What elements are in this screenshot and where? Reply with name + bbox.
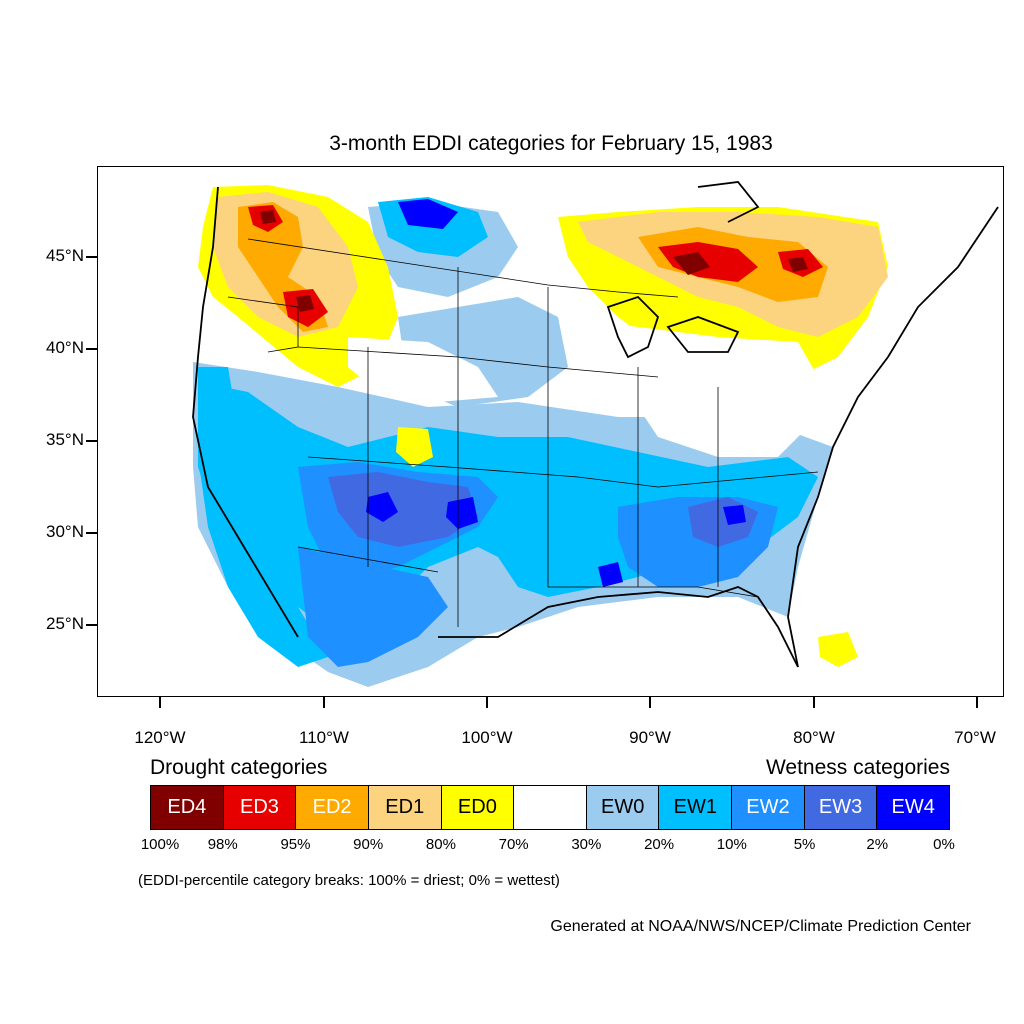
coastlines — [192, 181, 999, 668]
legend-break-label: 2% — [866, 836, 889, 853]
dark-red-spot-ne — [673, 252, 710, 275]
legend-cell-ew1: EW1 — [659, 786, 733, 829]
blue-spot-3 — [446, 497, 478, 529]
lat-label-35: 35°N — [46, 430, 84, 449]
legend-cell-ed4: ED4 — [151, 786, 224, 829]
lon-label-110: 110°W — [299, 728, 349, 747]
drought-regions — [198, 185, 888, 667]
legend-cell-ed0: ED0 — [441, 786, 515, 829]
great-lakes — [666, 316, 740, 353]
hudson-shore — [697, 181, 760, 223]
gulf-coast — [438, 586, 799, 668]
legend-cell-ed2: ED2 — [296, 786, 369, 829]
cyan-region-west — [198, 367, 328, 667]
lat-tick — [86, 440, 97, 442]
blue-spot-4 — [598, 562, 623, 587]
legend-break-label: 0% — [933, 836, 955, 853]
legend-cell-ed1: ED1 — [368, 786, 442, 829]
neutral-region-central — [568, 317, 818, 457]
legend-break-label: 5% — [793, 836, 816, 853]
legend-break-label: 95% — [280, 836, 311, 853]
eddi-map — [97, 166, 1004, 697]
legend-break-label: 80% — [425, 836, 456, 853]
legend-break-label: 30% — [571, 836, 602, 853]
dodgerblue-region-southwest — [298, 547, 448, 667]
wetness-regions — [193, 197, 833, 687]
state-boundaries — [227, 238, 819, 627]
blue-spot — [398, 199, 458, 229]
credit-line: Generated at NOAA/NWS/NCEP/Climate Predi… — [550, 918, 971, 935]
lon-label-70: 70°W — [954, 728, 996, 747]
neutral-regions — [348, 317, 818, 457]
lon-tick — [976, 697, 978, 708]
legend-break-label: 20% — [644, 836, 675, 853]
legend-cell-ew4: EW4 — [877, 786, 950, 829]
canada-border — [247, 238, 679, 298]
lon-tick — [486, 697, 488, 708]
border-line — [548, 586, 759, 598]
lat-tick — [86, 532, 97, 534]
border-line — [307, 456, 819, 488]
map-title: 3-month EDDI categories for February 15,… — [329, 132, 773, 155]
lon-tick — [649, 697, 651, 708]
lon-tick — [813, 697, 815, 708]
lon-label-100: 100°W — [461, 728, 513, 747]
legend-cell-ed3: ED3 — [223, 786, 297, 829]
legend-break-label: 100% — [140, 836, 180, 853]
west-coast — [192, 186, 299, 638]
lon-label-90: 90°W — [629, 728, 671, 747]
legend-cell-ew2: EW2 — [732, 786, 805, 829]
lat-label-45: 45°N — [46, 246, 84, 265]
lon-label-80: 80°W — [793, 728, 835, 747]
legend-break-label: 70% — [498, 836, 529, 853]
dark-red-spot-ne-2 — [788, 257, 808, 272]
lat-label-30: 30°N — [46, 522, 84, 541]
drought-heading: Drought categories — [150, 756, 328, 779]
dark-red-spot-nw — [260, 210, 276, 224]
lat-label-40: 40°N — [46, 338, 84, 357]
legend-cell-ew3: EW3 — [804, 786, 878, 829]
neutral-region-plains — [348, 337, 498, 402]
great-lakes — [606, 295, 660, 359]
blue-spot-2 — [366, 492, 398, 522]
lon-label-120: 120°W — [134, 728, 186, 747]
lon-tick — [159, 697, 161, 708]
legend-break-label: 10% — [716, 836, 747, 853]
red-region-northeast — [658, 242, 758, 282]
wetness-heading: Wetness categories — [765, 756, 950, 779]
lon-tick — [323, 697, 325, 708]
yellow-region-florida — [818, 632, 858, 667]
map-canvas — [192, 181, 999, 687]
legend-break-label: 90% — [353, 836, 384, 853]
lat-tick — [86, 348, 97, 350]
yellow-region-sw — [396, 427, 433, 467]
lat-tick — [86, 624, 97, 626]
lat-label-25: 25°N — [46, 614, 84, 633]
border-line — [297, 546, 439, 573]
legend-cell-neutral — [514, 786, 587, 829]
border-line — [227, 296, 299, 353]
legend-color-bar: ED4 ED3 ED2 ED1 ED0 EW0 EW1 EW2 EW3 EW4 — [150, 785, 950, 830]
lat-tick — [86, 256, 97, 258]
blue-spot-5 — [723, 505, 746, 525]
east-coast — [787, 206, 999, 668]
border-line — [297, 346, 659, 378]
dark-red-spot-idaho — [296, 295, 314, 312]
royalblue-region — [328, 472, 478, 547]
legend-note: (EDDI-percentile category breaks: 100% =… — [138, 872, 560, 889]
legend-break-label: 98% — [207, 836, 238, 853]
legend-cell-ew0: EW0 — [586, 786, 660, 829]
